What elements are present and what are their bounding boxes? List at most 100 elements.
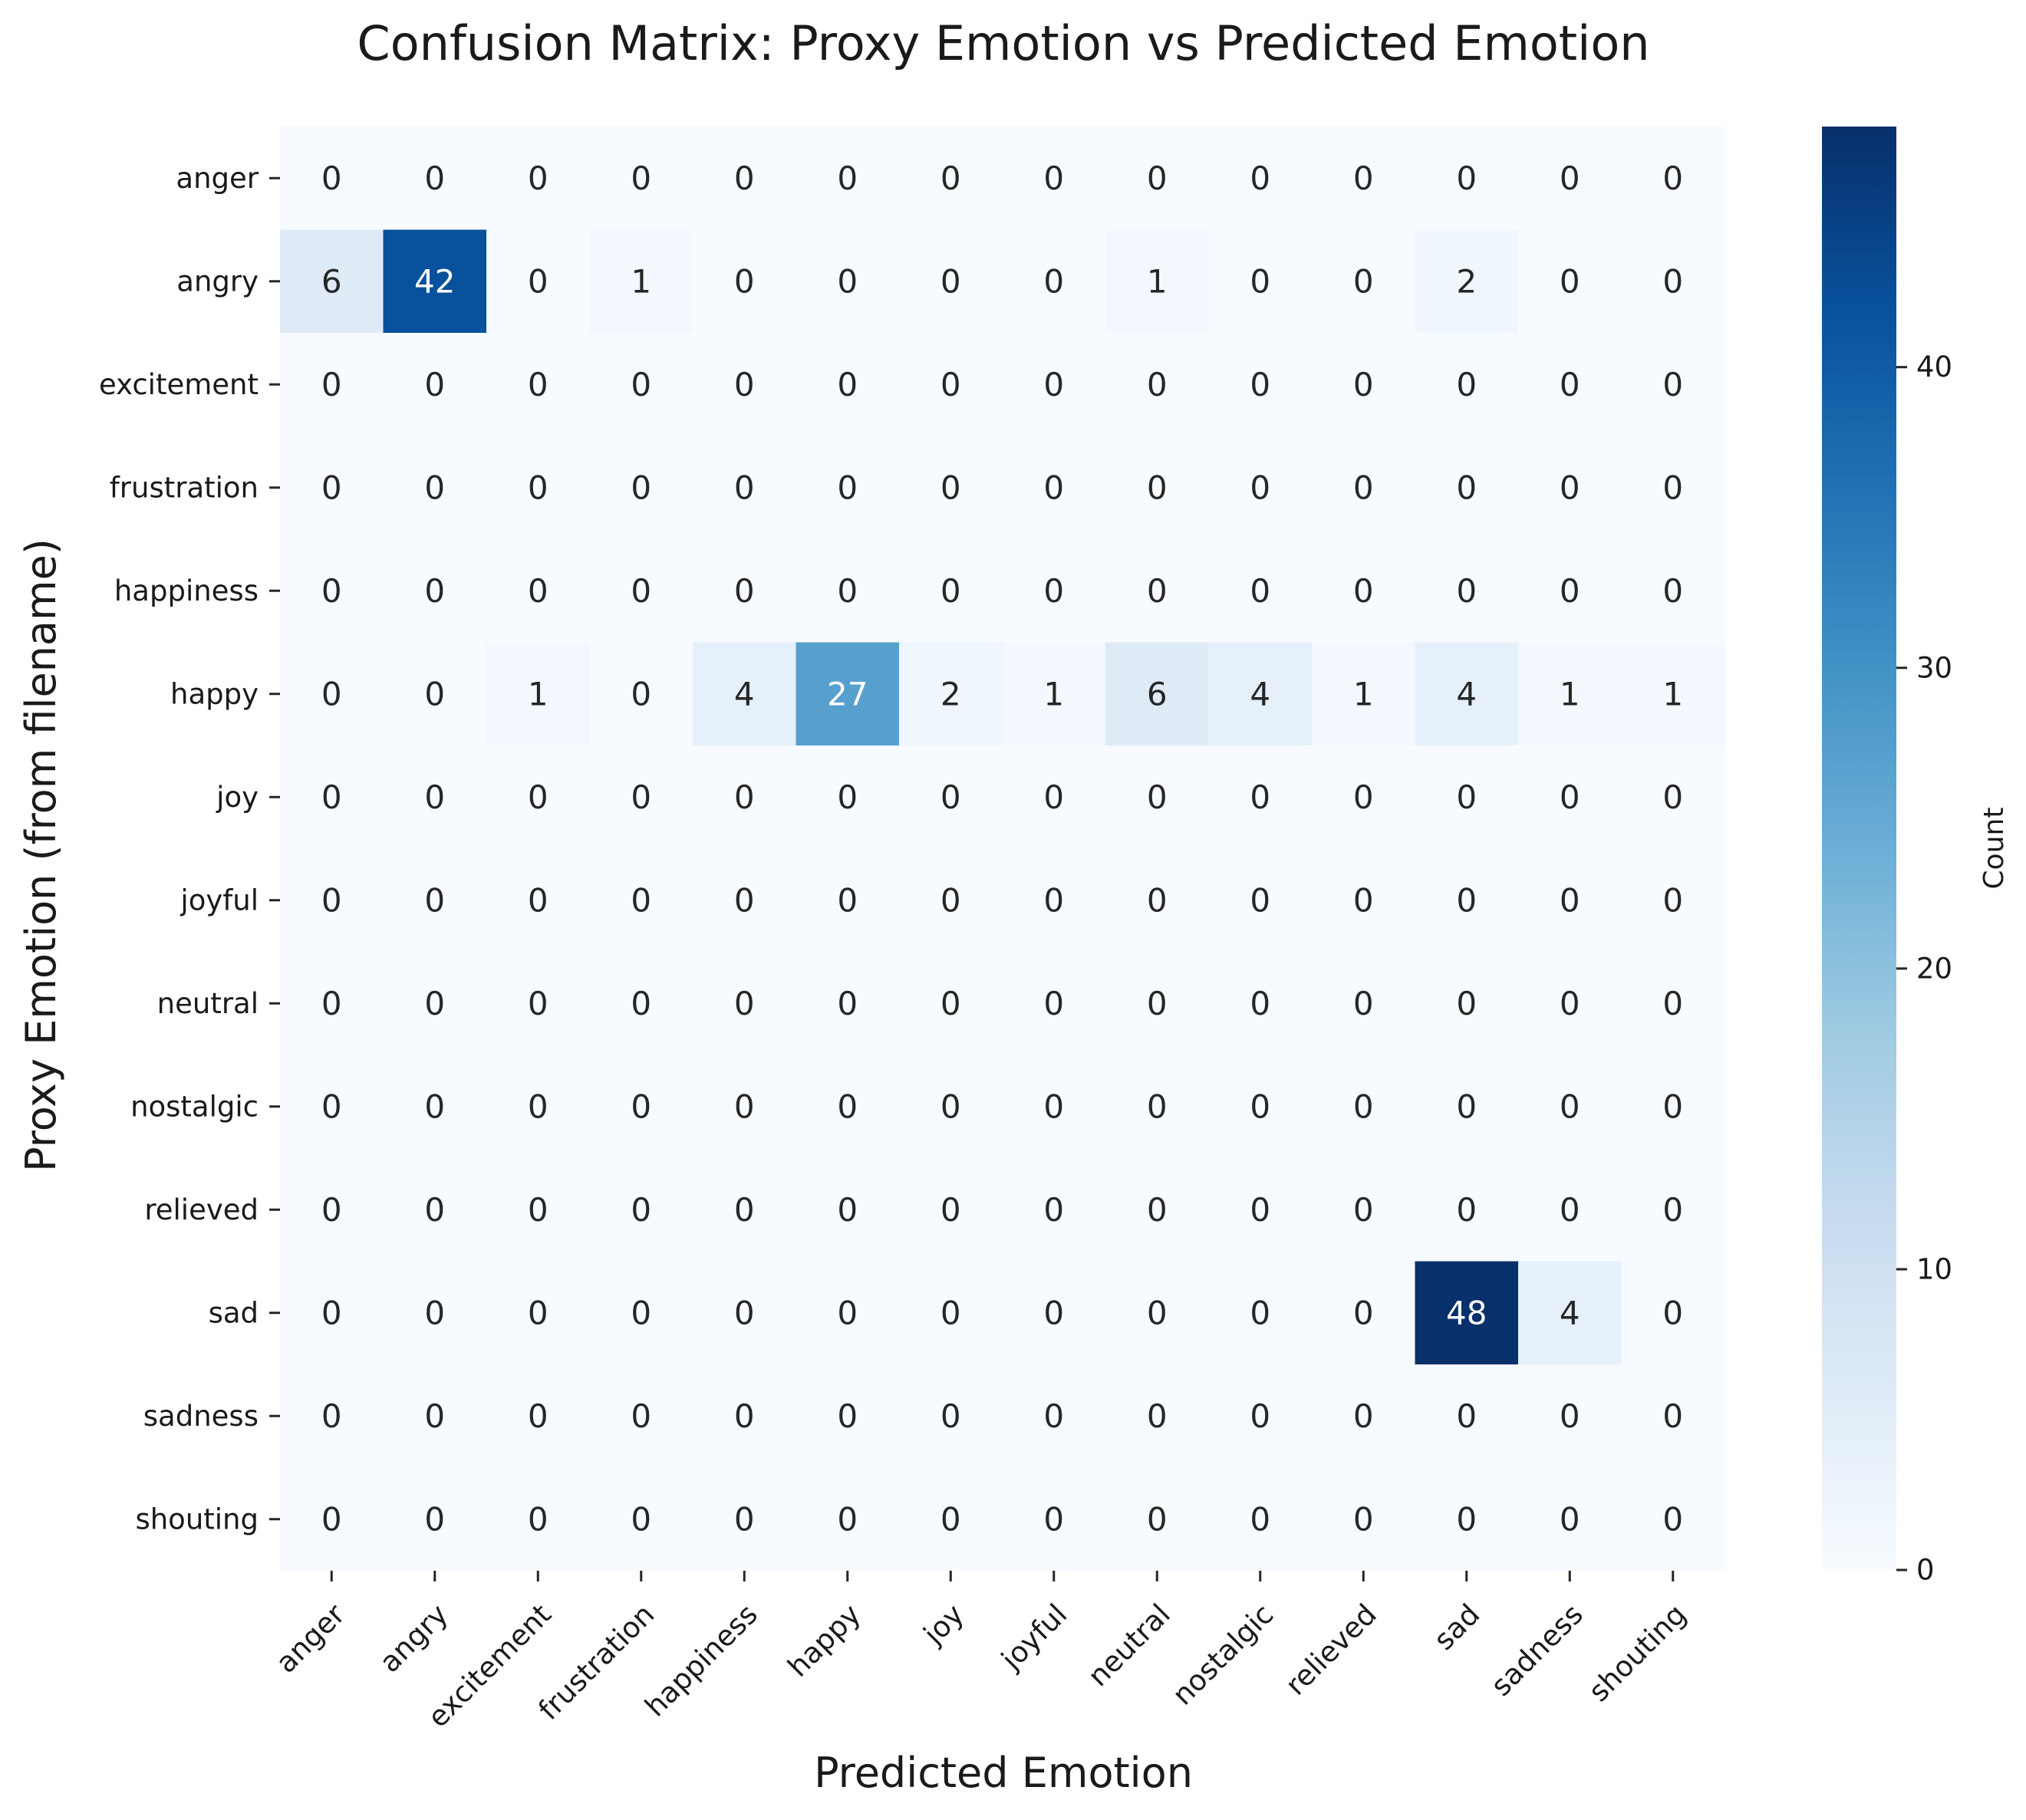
cell-value-label: 27 [827, 675, 868, 713]
heatmap-cell [1415, 333, 1519, 437]
cell-value-label: 0 [631, 1500, 651, 1538]
cell-value-label: 42 [414, 262, 455, 300]
cell-value-label: 0 [424, 1500, 445, 1538]
colorbar-tick-label: 10 [1916, 1252, 1952, 1285]
cell-value-label: 0 [424, 366, 445, 403]
heatmap-cell [589, 1055, 693, 1159]
cell-value-label: 0 [837, 778, 858, 816]
cell-value-label: 0 [1250, 985, 1270, 1022]
cell-value-label: 0 [321, 985, 342, 1022]
heatmap-cell [486, 952, 591, 1056]
cell-value-label: 0 [1043, 572, 1064, 610]
cell-value-label: 0 [1147, 366, 1168, 403]
cell-value-label: 0 [1043, 160, 1064, 197]
cell-value-label: 0 [424, 1397, 445, 1435]
heatmap-cell [1002, 333, 1106, 437]
heatmap-cell [589, 848, 693, 953]
heatmap-cell [693, 539, 797, 643]
cell-value-label: 0 [734, 1397, 755, 1435]
cell-value-label: 0 [1560, 160, 1580, 197]
heatmap-cell [1105, 1467, 1210, 1572]
cell-value-label: 0 [1353, 366, 1374, 403]
heatmap-cell [589, 229, 693, 334]
heatmap-cell [1518, 745, 1622, 850]
heatmap-cell [1621, 539, 1725, 643]
cell-value-label: 0 [941, 1191, 961, 1229]
cell-value-label: 0 [837, 1397, 858, 1435]
cell-value-label: 0 [424, 1191, 445, 1229]
cell-value-label: 0 [837, 160, 858, 197]
heatmap-cell [1518, 127, 1622, 231]
heatmap-cell [1105, 642, 1210, 746]
cell-value-label: 0 [321, 675, 342, 713]
cell-value-label: 0 [734, 881, 755, 919]
x-tick-label: nostalgic [1166, 1598, 1280, 1711]
heatmap-cell [486, 1364, 591, 1469]
cell-value-label: 0 [1353, 572, 1374, 610]
heatmap-cell [899, 848, 1003, 953]
heatmap-cell [796, 127, 900, 231]
x-tick-label: relieved [1279, 1598, 1383, 1702]
cell-value-label: 0 [1662, 1294, 1683, 1331]
heatmap-cell [589, 333, 693, 437]
heatmap-cell [796, 229, 900, 334]
cell-value-label: 0 [1353, 160, 1374, 197]
heatmap-cell [899, 745, 1003, 850]
cell-value-label: 0 [528, 262, 549, 300]
heatmap-cell [1312, 436, 1416, 540]
cell-value-label: 0 [1250, 262, 1270, 300]
cell-value-label: 0 [1147, 1397, 1168, 1435]
heatmap-cell [1002, 1467, 1106, 1572]
heatmap-cell [1415, 539, 1519, 643]
heatmap-cell [899, 1467, 1003, 1572]
heatmap-cell [693, 1261, 797, 1365]
cell-value-label: 0 [1560, 1088, 1580, 1125]
cell-value-label: 0 [424, 675, 445, 713]
cell-value-label: 0 [1456, 1397, 1477, 1435]
heatmap-cell [486, 127, 591, 231]
cell-value-label: 0 [941, 1500, 961, 1538]
cell-value-label: 0 [734, 1191, 755, 1229]
y-tick-label: anger [176, 162, 259, 195]
cell-value-label: 0 [1043, 1500, 1064, 1538]
x-tick-label: joy [917, 1598, 970, 1651]
heatmap-cell [1415, 127, 1519, 231]
heatmap-cell [589, 1158, 693, 1262]
cell-value-label: 0 [1250, 160, 1270, 197]
cell-value-label: 0 [837, 985, 858, 1022]
heatmap-cell [1312, 1158, 1416, 1262]
cell-value-label: 0 [1250, 366, 1270, 403]
cell-value-label: 0 [424, 985, 445, 1022]
cell-value-label: 0 [1147, 572, 1168, 610]
cell-value-label: 0 [631, 1294, 651, 1331]
y-tick-label: happiness [114, 574, 259, 607]
colorbar [1822, 127, 1896, 1570]
heatmap-cell [589, 1364, 693, 1469]
heatmap-cell [1312, 1261, 1416, 1365]
cell-value-label: 48 [1446, 1294, 1487, 1331]
cell-value-label: 0 [424, 1088, 445, 1125]
heatmap-cell [899, 539, 1003, 643]
heatmap-cell [486, 1261, 591, 1365]
cell-value-label: 0 [1662, 366, 1683, 403]
cell-value-label: 0 [1250, 1294, 1270, 1331]
heatmap-cell [1518, 848, 1622, 953]
cell-value-label: 0 [1662, 572, 1683, 610]
heatmap-cell [1105, 333, 1210, 437]
heatmap-cell [1105, 745, 1210, 850]
heatmap-cell [1002, 952, 1106, 1056]
cell-value-label: 0 [1147, 1191, 1168, 1229]
cell-value-label: 0 [1560, 1191, 1580, 1229]
heatmap-cell [280, 1158, 384, 1262]
cell-value-label: 1 [1043, 675, 1064, 713]
cell-value-label: 0 [631, 881, 651, 919]
heatmap-cell [899, 436, 1003, 540]
heatmap-cell [693, 1158, 797, 1262]
cell-value-label: 0 [1456, 985, 1477, 1022]
cell-value-label: 0 [1043, 262, 1064, 300]
heatmap-cell [280, 745, 384, 850]
heatmap-cell [486, 539, 591, 643]
heatmap-cell [1105, 952, 1210, 1056]
heatmap-cell [1208, 745, 1313, 850]
